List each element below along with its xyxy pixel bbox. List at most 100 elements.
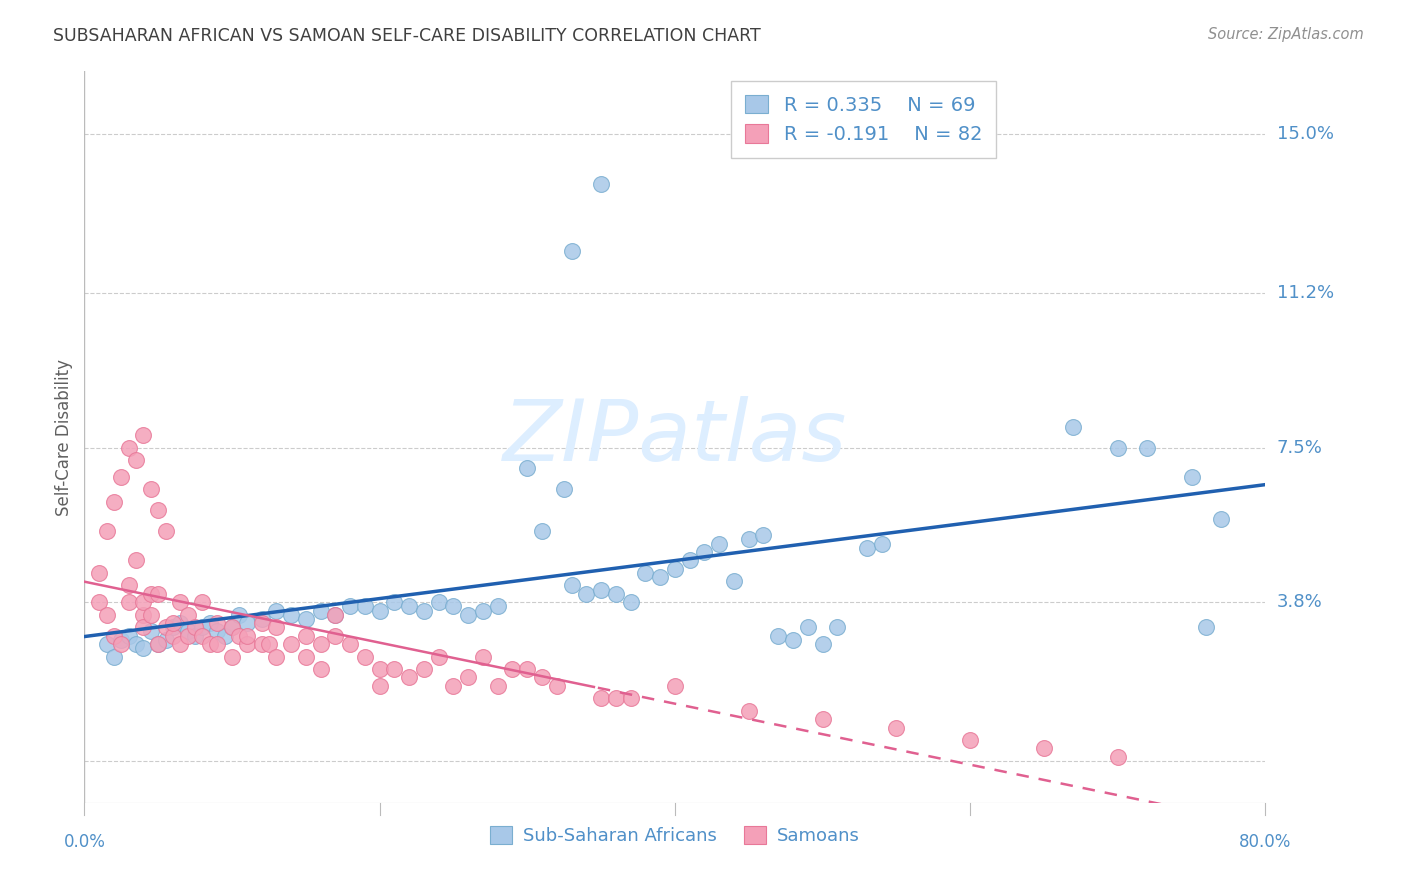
Point: [427, 649, 450, 664]
Point: [546, 679, 568, 693]
Point: [221, 620, 243, 634]
Point: [162, 620, 184, 634]
Point: [709, 536, 731, 550]
Text: ZIPatlas: ZIPatlas: [503, 395, 846, 479]
Point: [139, 624, 162, 639]
Point: [250, 637, 273, 651]
Y-axis label: Self-Care Disability: Self-Care Disability: [55, 359, 73, 516]
Point: [177, 629, 200, 643]
Point: [87, 566, 111, 580]
Point: [118, 629, 141, 643]
Point: [634, 566, 657, 580]
Point: [457, 607, 479, 622]
Point: [398, 670, 420, 684]
Point: [96, 524, 118, 538]
Point: [155, 524, 177, 538]
Point: [132, 641, 155, 656]
Point: [266, 620, 288, 634]
Point: [443, 679, 465, 693]
Point: [1107, 749, 1129, 764]
Point: [325, 607, 347, 622]
Text: 80.0%: 80.0%: [1239, 833, 1292, 851]
Point: [266, 649, 288, 664]
Point: [650, 570, 672, 584]
Point: [169, 616, 191, 631]
Point: [1195, 620, 1218, 634]
Point: [1181, 470, 1204, 484]
Point: [162, 616, 184, 631]
Point: [309, 603, 332, 617]
Point: [368, 662, 391, 676]
Point: [811, 637, 834, 651]
Point: [257, 637, 280, 651]
Point: [191, 620, 214, 634]
Point: [605, 691, 627, 706]
Point: [184, 620, 207, 634]
Point: [236, 629, 259, 643]
Point: [118, 441, 141, 455]
Point: [384, 595, 406, 609]
Point: [132, 620, 155, 634]
Point: [148, 637, 170, 651]
Point: [118, 595, 141, 609]
Point: [531, 670, 554, 684]
Point: [679, 553, 702, 567]
Point: [103, 649, 125, 664]
Point: [561, 244, 583, 258]
Point: [591, 691, 613, 706]
Point: [184, 629, 207, 643]
Point: [96, 607, 118, 622]
Point: [148, 637, 170, 651]
Point: [110, 637, 132, 651]
Point: [531, 524, 554, 538]
Point: [250, 616, 273, 631]
Point: [125, 453, 148, 467]
Point: [148, 503, 170, 517]
Text: 7.5%: 7.5%: [1277, 439, 1323, 457]
Legend: Sub-Saharan Africans, Samoans: Sub-Saharan Africans, Samoans: [484, 819, 866, 852]
Point: [309, 637, 332, 651]
Point: [198, 616, 221, 631]
Point: [132, 607, 155, 622]
Point: [1136, 441, 1159, 455]
Point: [177, 607, 200, 622]
Point: [870, 536, 893, 550]
Point: [591, 178, 613, 192]
Point: [516, 662, 538, 676]
Point: [738, 704, 761, 718]
Point: [118, 578, 141, 592]
Point: [856, 541, 879, 555]
Point: [664, 562, 686, 576]
Point: [139, 587, 162, 601]
Point: [125, 553, 148, 567]
Point: [472, 603, 495, 617]
Point: [768, 629, 790, 643]
Point: [139, 483, 162, 497]
Point: [228, 607, 250, 622]
Point: [443, 599, 465, 614]
Point: [472, 649, 495, 664]
Point: [486, 679, 509, 693]
Point: [148, 587, 170, 601]
Point: [295, 649, 318, 664]
Point: [139, 607, 162, 622]
Text: 0.0%: 0.0%: [63, 833, 105, 851]
Point: [1211, 511, 1233, 525]
Point: [561, 578, 583, 592]
Point: [1033, 741, 1056, 756]
Point: [782, 632, 804, 647]
Point: [723, 574, 745, 589]
Point: [169, 637, 191, 651]
Point: [605, 587, 627, 601]
Point: [132, 428, 155, 442]
Point: [110, 470, 132, 484]
Point: [575, 587, 598, 601]
Point: [87, 595, 111, 609]
Point: [339, 637, 361, 651]
Point: [827, 620, 849, 634]
Point: [354, 599, 377, 614]
Point: [368, 603, 391, 617]
Point: [368, 679, 391, 693]
Point: [162, 629, 184, 643]
Point: [266, 603, 288, 617]
